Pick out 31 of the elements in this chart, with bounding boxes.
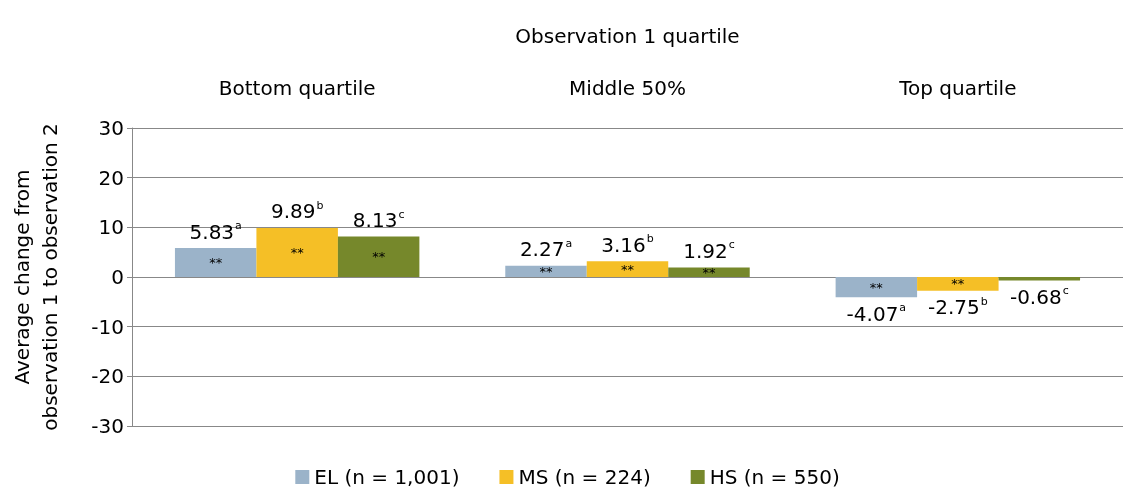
annotation: ** xyxy=(372,249,386,265)
bar xyxy=(174,248,257,277)
annotation: ** xyxy=(621,261,635,277)
bar xyxy=(586,261,669,277)
legend-label: MS (n = 224) xyxy=(518,465,651,489)
bar xyxy=(256,227,338,277)
bar xyxy=(337,236,420,277)
y-tick-label: 20 xyxy=(98,165,124,190)
annotation: ** xyxy=(951,276,965,292)
y-tick-label: -10 xyxy=(91,314,124,339)
legend-label: HS (n = 550) xyxy=(709,465,840,489)
annotation: ** xyxy=(539,263,554,279)
annotation: ** xyxy=(869,279,884,295)
x-tick-label: Top quartile xyxy=(898,76,1017,100)
annotation: ** xyxy=(209,255,223,271)
y-tick-label: 30 xyxy=(98,116,124,140)
annotation: ** xyxy=(702,264,716,280)
bar xyxy=(668,267,750,277)
annotation: ** xyxy=(290,244,305,260)
bar xyxy=(835,277,918,298)
x-tick-label: Bottom quartile xyxy=(218,76,376,100)
bar xyxy=(505,265,587,277)
y-tick-label: 0 xyxy=(111,265,124,289)
y-axis-title: Average change from observation 1 to observation 2 xyxy=(10,123,62,431)
x-axis-title: Observation 1 quartile xyxy=(515,24,740,48)
x-tick-label: Middle 50% xyxy=(569,76,686,100)
y-tick-label: -30 xyxy=(91,414,124,438)
bar xyxy=(917,277,999,291)
y-tick-label: 10 xyxy=(98,215,124,240)
y-tick-label: -20 xyxy=(91,364,124,389)
legend-label: EL (n = 1,001) xyxy=(314,465,460,489)
